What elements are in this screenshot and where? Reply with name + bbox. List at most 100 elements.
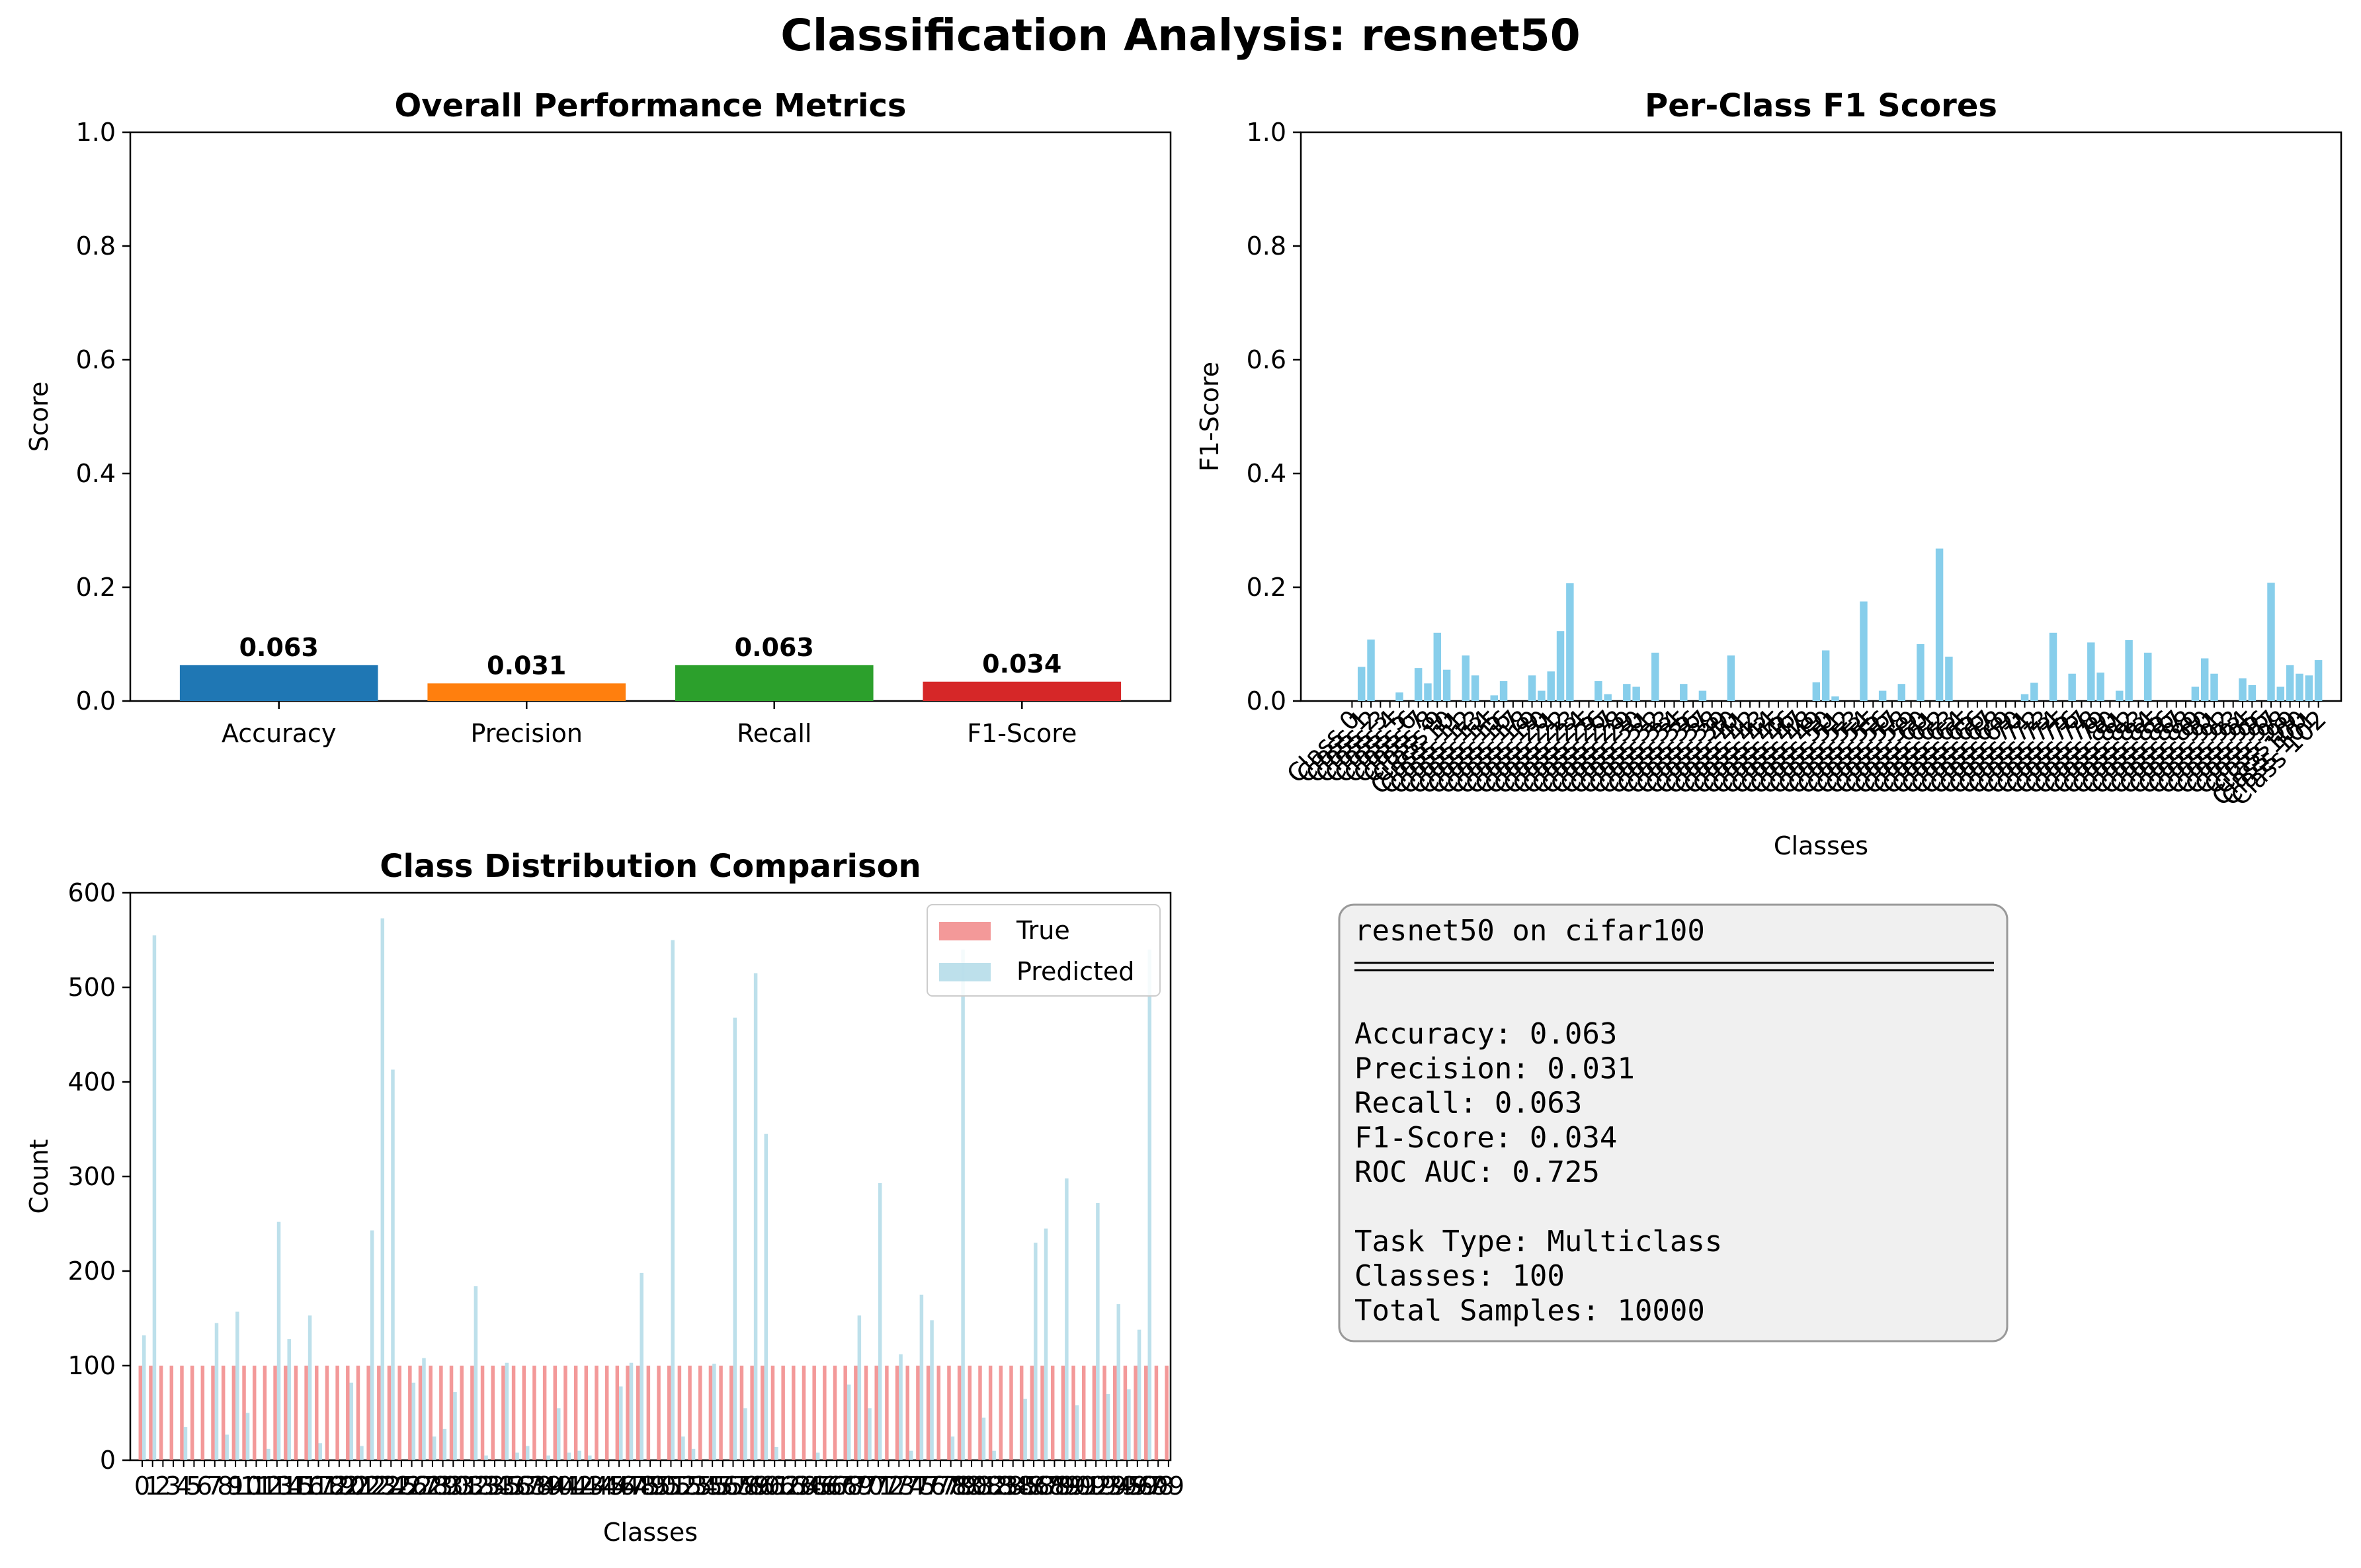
dist-title: Class Distribution Comparison [380, 848, 921, 885]
dist-bar-true [408, 1366, 412, 1460]
metrics-ytick-label: 0.8 [76, 231, 116, 261]
f1-bar [1897, 684, 1906, 701]
dist-xtick-label: 23 [364, 1471, 396, 1501]
dist-xtick-label: 57 [717, 1471, 749, 1501]
dist-xtick-label: 33 [468, 1471, 500, 1501]
dist-xtick-label: 53 [676, 1471, 708, 1501]
dist-bar-true [1154, 1366, 1159, 1460]
dist-bar-predicted [743, 1408, 747, 1460]
dist-xtick-label: 62 [769, 1471, 801, 1501]
dist-xtick-label: 86 [1018, 1471, 1050, 1501]
f1-ytick-label: 0.8 [1247, 231, 1286, 261]
dist-bar-predicted [868, 1408, 872, 1460]
dist-bar-true [1092, 1366, 1097, 1460]
dist-bar-true [1102, 1366, 1106, 1460]
dist-bar-true [1061, 1366, 1065, 1460]
dist-bar-true [315, 1366, 319, 1460]
dist-xtick-label: 19 [323, 1471, 355, 1501]
dist-xtick-label: 49 [634, 1471, 666, 1501]
f1-ylabel: F1-Score [1195, 362, 1224, 472]
dist-xtick-label: 68 [831, 1471, 863, 1501]
dist-bar-true [439, 1366, 443, 1460]
f1-bar [2210, 673, 2218, 701]
dist-bar-true [231, 1366, 236, 1460]
dist-bar-true [263, 1366, 267, 1460]
dist-legend-label-true: True [1016, 916, 1070, 945]
dist-bar-true [864, 1366, 868, 1460]
dist-bar-true [615, 1366, 620, 1460]
dist-xtick-label: 87 [1028, 1471, 1060, 1501]
dist-legend-label-predicted: Predicted [1016, 957, 1134, 986]
dist-xtick-label: 67 [821, 1471, 852, 1501]
dist-bar-true [802, 1366, 806, 1460]
metrics-ytick-label: 0.4 [76, 459, 116, 488]
dist-bar-true [905, 1366, 909, 1460]
f1-bar [1490, 695, 1498, 701]
dist-xtick-label: 42 [561, 1471, 593, 1501]
dist-xtick-label: 60 [748, 1471, 780, 1501]
dist-bar-predicted [691, 1448, 696, 1460]
dist-xtick-label: 63 [779, 1471, 811, 1501]
f1-bar [2276, 686, 2285, 701]
f1-bar [2096, 673, 2104, 701]
dist-bar-true [356, 1366, 360, 1460]
metrics-bar-f1-score [923, 681, 1122, 701]
dist-xtick-label: 35 [489, 1471, 520, 1501]
dist-xtick-label: 26 [395, 1471, 427, 1501]
dist-xtick-label: 95 [1111, 1471, 1143, 1501]
metrics-value-label: 0.031 [487, 651, 566, 680]
metrics-ytick-label: 0.6 [76, 345, 116, 374]
f1-bar [1812, 682, 1821, 701]
dist-bar-true [1050, 1366, 1055, 1460]
dist-xtick-label: 1 [145, 1471, 161, 1501]
dist-bar-true [999, 1366, 1003, 1460]
f1-ytick-label: 0.0 [1247, 686, 1286, 716]
f1-bar [1917, 644, 1925, 701]
metrics-value-label: 0.034 [982, 649, 1061, 679]
dist-xtick-label: 99 [1153, 1471, 1184, 1501]
dist-bar-true [511, 1366, 516, 1460]
metrics-axes-frame [129, 131, 1172, 702]
dist-bar-true [1134, 1366, 1138, 1460]
dist-xtick-label: 77 [925, 1471, 956, 1501]
f1-title: Per-Class F1 Scores [1645, 87, 1997, 124]
dist-bar-predicted [225, 1434, 229, 1460]
dist-bar-predicted [411, 1382, 416, 1460]
dist-bar-predicted [577, 1450, 581, 1460]
dist-bar-true [792, 1366, 796, 1460]
dist-xtick-label: 88 [1038, 1471, 1070, 1501]
dist-xtick-label: 55 [696, 1471, 728, 1501]
dist-xtick-label: 59 [738, 1471, 770, 1501]
dist-bar-predicted [526, 1446, 530, 1460]
dist-xtick-label: 43 [572, 1471, 604, 1501]
dist-bar-predicted [142, 1335, 146, 1460]
f1-bar [1945, 656, 1953, 701]
dist-bar-true [823, 1366, 827, 1460]
dist-ytick-label: 300 [67, 1162, 116, 1191]
dist-xtick-label: 92 [1080, 1471, 1112, 1501]
dist-bar-predicted [857, 1315, 862, 1460]
f1-bar [1698, 690, 1707, 701]
f1-bar [1623, 684, 1631, 701]
summary-line: Recall: 0.063 [1354, 1087, 1582, 1120]
dist-xtick-label: 89 [1049, 1471, 1081, 1501]
f1-bar [1357, 667, 1366, 701]
dist-bar-true [366, 1366, 370, 1460]
dist-legend-swatch-true [939, 922, 991, 940]
f1-bar [2144, 652, 2152, 701]
dist-xtick-label: 98 [1142, 1471, 1174, 1501]
dist-bar-true [335, 1366, 339, 1460]
dist-bar-true [947, 1366, 951, 1460]
f1-bar [2020, 694, 2029, 701]
dist-xtick-label: 48 [624, 1471, 655, 1501]
dist-bar-predicted [930, 1320, 934, 1460]
dist-bar-true [180, 1366, 184, 1460]
dist-bar-true [1144, 1366, 1148, 1460]
dist-bar-true [470, 1366, 474, 1460]
metrics-xtick-label: Recall [737, 719, 811, 748]
dist-ytick-label: 600 [67, 878, 116, 907]
dist-bar-true [460, 1366, 464, 1460]
dist-bar-predicted [992, 1450, 996, 1460]
metrics-xtick-label: F1-Score [967, 719, 1077, 748]
dist-xtick-label: 80 [956, 1471, 987, 1501]
